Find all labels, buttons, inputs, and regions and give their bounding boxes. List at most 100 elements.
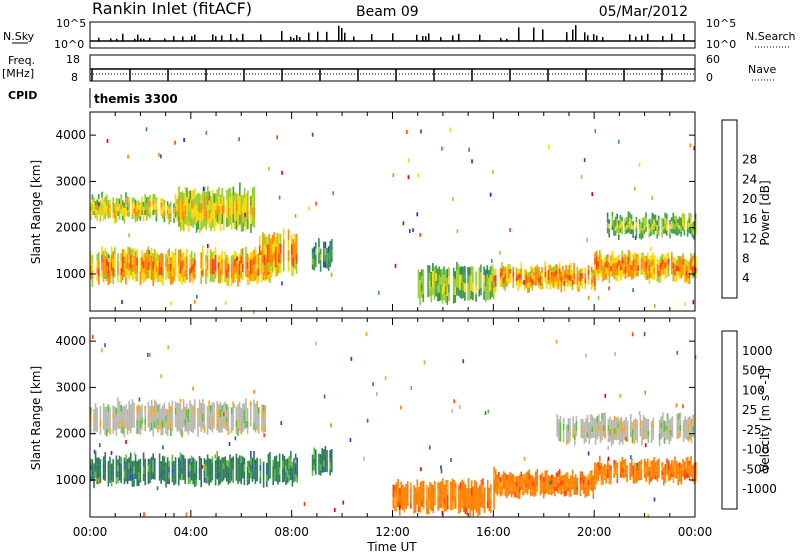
data-cell	[123, 213, 126, 219]
data-cell	[644, 422, 646, 428]
data-cell	[460, 274, 463, 283]
data-cell	[653, 255, 655, 262]
data-cell	[117, 197, 119, 203]
data-cell	[210, 465, 212, 471]
data-cell	[114, 262, 116, 270]
data-cell	[318, 469, 320, 475]
data-cell	[251, 216, 254, 227]
data-cell	[599, 437, 602, 443]
data-cell	[131, 399, 134, 407]
data-cell	[428, 273, 431, 281]
data-cell	[189, 268, 191, 276]
data-cell	[326, 258, 328, 264]
data-cell	[651, 460, 654, 466]
data-cell	[656, 269, 659, 276]
data-cell	[243, 416, 246, 424]
data-cell	[621, 467, 623, 473]
data-cell	[131, 473, 134, 481]
scatter-echo	[160, 374, 162, 379]
data-cell	[189, 208, 191, 217]
data-cell	[470, 503, 473, 511]
data-cell	[219, 255, 222, 263]
data-cell	[90, 206, 92, 212]
data-cell	[149, 194, 151, 201]
data-cell	[234, 258, 236, 267]
data-cell	[507, 278, 510, 284]
data-cell	[518, 268, 521, 274]
data-cell	[552, 479, 555, 485]
data-cell	[671, 427, 674, 433]
data-cell	[555, 264, 558, 270]
data-cell	[109, 407, 111, 415]
data-cell	[568, 270, 571, 276]
data-cell	[656, 234, 658, 239]
data-cell	[605, 273, 607, 280]
data-cell	[224, 422, 226, 429]
data-cell	[664, 468, 667, 474]
data-cell	[166, 477, 169, 484]
data-cell	[213, 258, 215, 267]
data-cell	[243, 478, 246, 486]
data-cell	[486, 501, 489, 509]
data-cell	[253, 197, 255, 208]
data-cell	[136, 412, 138, 420]
data-cell	[216, 450, 218, 458]
data-cell	[643, 229, 646, 235]
data-cell	[272, 459, 274, 467]
data-cell	[587, 474, 590, 480]
data-cell	[436, 293, 439, 302]
data-cell	[574, 474, 577, 480]
data-cell	[670, 228, 673, 233]
data-cell	[517, 268, 519, 275]
data-cell	[632, 474, 635, 479]
data-cell	[668, 438, 670, 445]
data-cell	[174, 477, 177, 485]
data-cell	[621, 472, 623, 478]
data-cell	[152, 459, 154, 467]
data-cell	[90, 265, 92, 273]
data-cell	[614, 427, 616, 434]
data-cell	[224, 472, 226, 479]
data-cell	[523, 473, 526, 479]
data-cell	[158, 460, 161, 467]
data-cell	[186, 206, 188, 217]
data-cell	[234, 274, 236, 283]
data-cell	[496, 490, 499, 496]
data-cell	[666, 224, 668, 231]
data-cell	[632, 254, 635, 261]
data-cell	[213, 221, 215, 231]
data-cell	[98, 209, 100, 215]
data-cell	[120, 404, 122, 412]
data-cell	[621, 221, 623, 226]
data-cell	[109, 421, 111, 428]
data-cell	[589, 475, 591, 481]
data-cell	[94, 410, 97, 418]
data-cell	[192, 419, 194, 427]
data-cell	[594, 484, 596, 490]
data-cell	[658, 433, 661, 440]
data-cell	[549, 476, 551, 481]
data-cell	[102, 209, 105, 216]
data-cell	[166, 422, 169, 430]
data-cell	[192, 412, 194, 420]
data-cell	[682, 213, 684, 218]
data-cell	[648, 475, 651, 481]
data-cell	[459, 482, 462, 490]
data-cell	[419, 297, 421, 306]
data-cell	[440, 501, 443, 508]
scatter-echo	[407, 175, 410, 180]
data-cell	[488, 285, 490, 293]
data-cell	[690, 418, 693, 425]
data-cell	[102, 468, 105, 474]
data-cell	[263, 265, 266, 276]
data-cell	[693, 253, 695, 260]
data-cell	[93, 427, 95, 435]
data-cell	[536, 264, 539, 270]
colorbar-tick-label: 8	[742, 251, 750, 265]
data-cell	[194, 252, 196, 260]
data-cell	[160, 207, 162, 212]
data-cell	[422, 269, 425, 278]
data-cell	[694, 229, 697, 235]
data-cell	[213, 202, 215, 213]
data-cell	[125, 454, 127, 462]
